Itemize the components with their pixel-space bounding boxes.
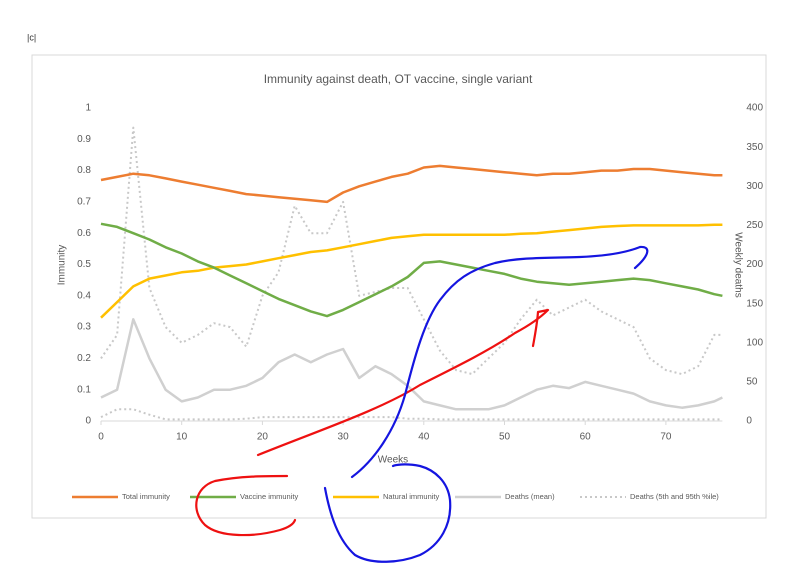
x-tick-label: 40 bbox=[418, 432, 430, 443]
legend-label: Deaths (5th and 95th %ile) bbox=[630, 492, 719, 501]
series-line bbox=[100, 223, 723, 319]
y-tick-label: 0 bbox=[85, 416, 91, 427]
y-tick-label: 0.2 bbox=[77, 353, 91, 364]
legend-label: Vaccine immunity bbox=[240, 492, 298, 501]
y-tick-label: 0.6 bbox=[77, 228, 91, 239]
series-line bbox=[100, 126, 723, 376]
chart-title: Immunity against death, OT vaccine, sing… bbox=[264, 72, 533, 86]
legend-label: Total immunity bbox=[122, 492, 170, 501]
x-tick-label: 20 bbox=[257, 432, 269, 443]
y2-axis-label: Weekly deaths bbox=[732, 232, 743, 297]
hand-annotations bbox=[195, 245, 649, 563]
x-tick-label: 0 bbox=[98, 432, 104, 443]
y2-tick-label: 50 bbox=[746, 377, 758, 388]
y2-tick-label: 150 bbox=[746, 298, 763, 309]
y-axis-label: Immunity bbox=[57, 245, 68, 286]
legend-label: Natural immunity bbox=[383, 492, 440, 501]
series-line bbox=[100, 222, 723, 318]
x-axis-label: Weeks bbox=[378, 455, 408, 466]
y2-tick-label: 300 bbox=[746, 181, 763, 192]
y2-tick-label: 250 bbox=[746, 220, 763, 231]
red-circle bbox=[195, 474, 297, 537]
blue-loop bbox=[323, 463, 452, 563]
series-line bbox=[100, 318, 723, 411]
y2-tick-label: 0 bbox=[746, 416, 752, 427]
y-tick-label: 0.5 bbox=[77, 259, 91, 270]
x-tick-label: 70 bbox=[660, 432, 672, 443]
x-tick-label: 30 bbox=[338, 432, 350, 443]
panel-label: |c| bbox=[27, 32, 36, 42]
chart-frame bbox=[31, 54, 767, 519]
y-tick-label: 0.3 bbox=[77, 322, 91, 333]
x-tick-label: 60 bbox=[580, 432, 592, 443]
y2-tick-label: 350 bbox=[746, 142, 763, 153]
y2-tick-label: 200 bbox=[746, 259, 763, 270]
legend-label: Deaths (mean) bbox=[505, 492, 555, 501]
y-tick-label: 0.9 bbox=[77, 134, 91, 145]
y2-tick-label: 400 bbox=[746, 103, 763, 114]
y2-tick-label: 100 bbox=[746, 337, 763, 348]
plot-area: 00.10.20.30.40.50.60.70.80.9105010015020… bbox=[72, 103, 764, 501]
y-tick-label: 0.1 bbox=[77, 384, 91, 395]
y-tick-label: 0.7 bbox=[77, 197, 91, 208]
red-scribble bbox=[256, 308, 550, 457]
x-tick-label: 50 bbox=[499, 432, 511, 443]
y-tick-label: 0.4 bbox=[77, 290, 91, 301]
blue-scribble bbox=[350, 245, 649, 479]
series-line bbox=[100, 164, 723, 204]
y-tick-label: 1 bbox=[85, 103, 91, 114]
y-tick-label: 0.8 bbox=[77, 165, 91, 176]
x-tick-label: 10 bbox=[176, 432, 188, 443]
